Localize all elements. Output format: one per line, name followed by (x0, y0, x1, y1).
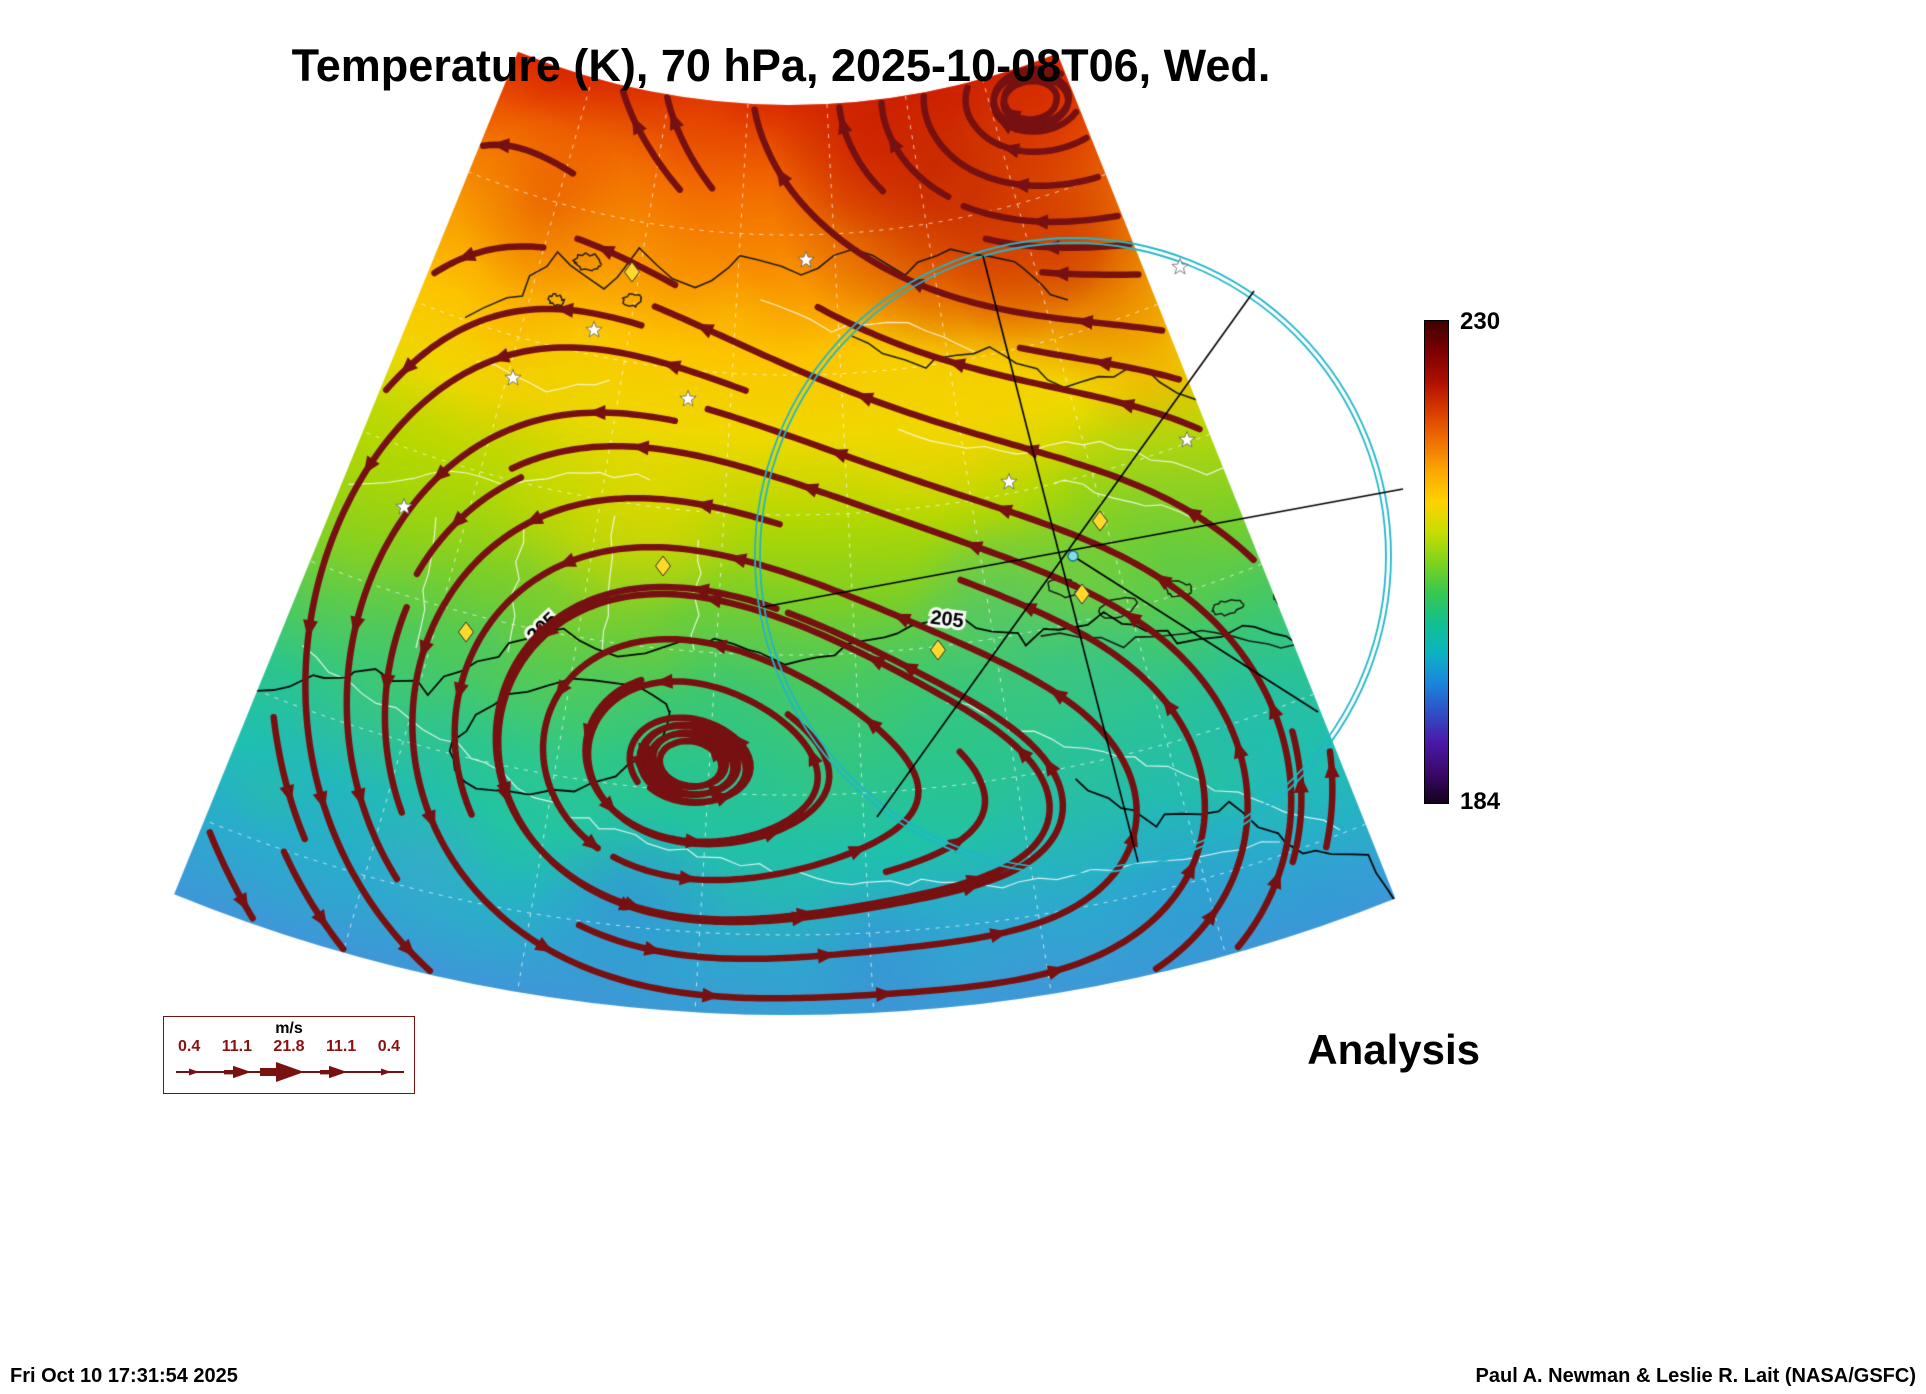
wind-legend-value: 11.1 (326, 1038, 357, 1055)
wind-speed-legend: m/s 0.4 11.1 21.8 11.1 0.4 (163, 1016, 415, 1094)
credit-label: Paul A. Newman & Leslie R. Lait (NASA/GS… (1475, 1365, 1916, 1387)
wind-legend-values: 0.4 11.1 21.8 11.1 0.4 (164, 1038, 414, 1056)
colorbar: 230 184 (1424, 308, 1544, 815)
colorbar-gradient (1424, 320, 1449, 804)
wind-legend-value: 21.8 (273, 1038, 305, 1055)
colorbar-max-label: 230 (1460, 308, 1501, 335)
analysis-label: Analysis (1307, 1026, 1480, 1073)
wind-scale-arrow-icon (176, 1062, 404, 1082)
wind-legend-value: 0.4 (178, 1038, 201, 1055)
page-title: Temperature (K), 70 hPa, 2025-10-08T06, … (291, 40, 1271, 91)
wind-legend-value: 11.1 (221, 1038, 252, 1055)
wind-legend-value: 0.4 (377, 1038, 400, 1055)
colorbar-min-label: 184 (1460, 788, 1501, 815)
wind-legend-unit: m/s (275, 1020, 303, 1037)
timestamp-label: Fri Oct 10 17:31:54 2025 (10, 1365, 238, 1387)
